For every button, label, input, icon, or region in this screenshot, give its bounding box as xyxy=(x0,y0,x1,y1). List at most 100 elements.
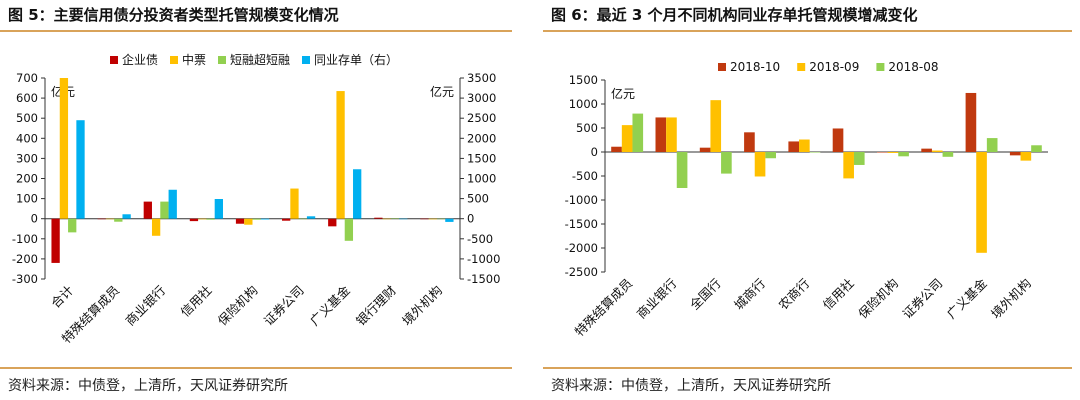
bar-保险机构-同业存单（右） xyxy=(260,218,270,220)
category-label: 农商行 xyxy=(775,276,812,313)
figure-6-title: 图 6：最近 3 个月不同机构同业存单托管规模增减变化 xyxy=(551,6,918,24)
bar-银行理财-同业存单（右） xyxy=(399,218,408,220)
bar-信用社-2018-08 xyxy=(853,152,865,165)
y2-tick-label: -1500 xyxy=(467,272,500,286)
y2-tick-label: -500 xyxy=(467,232,493,246)
y2-tick-label: 500 xyxy=(467,192,489,206)
bar-合计-中票 xyxy=(59,78,69,219)
figure-5-panel: 图 5：主要信用债分投资者类型托管规模变化情况 -300 -200 -100 0 100… xyxy=(0,0,520,400)
bar-城商行-2018-08 xyxy=(765,152,776,159)
bar-信用社-2018-09 xyxy=(843,152,854,179)
category-label: 广义基金 xyxy=(307,282,353,328)
category-label: 境外机构 xyxy=(399,283,445,329)
bar-特殊结算成员-企业债 xyxy=(97,218,106,220)
y2-tick-label: 1500 xyxy=(467,151,496,165)
figure-5-title: 图 5：主要信用债分投资者类型托管规模变化情况 xyxy=(8,6,339,24)
bar-信用社-中票 xyxy=(198,218,207,220)
legend-label: 2018-08 xyxy=(888,60,938,74)
figure-5-chart: -300-200-1000100200300400500600700亿元-150… xyxy=(12,52,501,346)
legend-swatch xyxy=(218,56,226,64)
bar-商业银行-同业存单（右） xyxy=(168,189,177,219)
legend-label: 2018-09 xyxy=(809,60,859,74)
bar-特殊结算成员-2018-08 xyxy=(632,113,644,152)
y-tick-label: 500 xyxy=(16,111,38,125)
legend-swatch xyxy=(110,56,118,64)
category-label: 境外机构 xyxy=(988,276,1034,322)
bar-全国行-2018-09 xyxy=(710,100,722,152)
bar-保险机构-中票 xyxy=(244,218,253,225)
legend-label: 2018-10 xyxy=(730,60,780,74)
legend-swatch xyxy=(718,63,726,71)
y-tick-label: 0 xyxy=(591,145,598,159)
bar-证券公司-企业债 xyxy=(282,218,291,221)
figure-5-top-rule xyxy=(0,30,512,32)
bar-广义基金-同业存单（右） xyxy=(353,169,362,219)
y-tick-label: -200 xyxy=(12,252,38,266)
bar-证券公司-2018-10 xyxy=(921,148,932,152)
bar-特殊结算成员-2018-09 xyxy=(621,125,633,152)
bar-全国行-2018-10 xyxy=(699,147,711,152)
bar-广义基金-2018-10 xyxy=(965,92,977,152)
y-tick-label: 1000 xyxy=(569,97,598,111)
bar-境外机构-企业债 xyxy=(420,218,429,220)
bar-商业银行-中票 xyxy=(151,218,161,236)
figure-5-bottom-rule xyxy=(0,367,512,369)
bar-广义基金-中票 xyxy=(336,91,345,219)
bar-农商行-2018-08 xyxy=(809,152,821,153)
y2-tick-label: 3000 xyxy=(467,91,496,105)
figure-6-bottom-rule xyxy=(543,367,1072,369)
figure-5-source: 资料来源：中债登，上清所，天风证券研究所 xyxy=(8,378,288,394)
legend-swatch xyxy=(876,63,885,71)
y-unit-label: 亿元 xyxy=(611,86,635,101)
bar-商业银行-短融超短融 xyxy=(160,201,169,219)
y-tick-label: -1000 xyxy=(565,193,598,207)
bar-全国行-2018-08 xyxy=(721,152,732,174)
y-tick-label: 700 xyxy=(16,71,38,85)
category-label: 合计 xyxy=(48,283,76,311)
figure-6-chart: -2500 -2000 -1500 -1000 -500 0 500 1000 1500 亿元特殊… xyxy=(565,60,1048,339)
legend-label: 短融超短融 xyxy=(230,52,290,67)
bar-境外机构-中票 xyxy=(428,218,437,220)
bar-城商行-2018-09 xyxy=(754,152,766,177)
y-tick-label: 1500 xyxy=(569,73,598,87)
y2-tick-label: 2000 xyxy=(467,131,496,145)
y2-tick-label: 1000 xyxy=(467,172,496,186)
legend-label: 同业存单（右） xyxy=(314,52,398,67)
y2-tick-label: -1000 xyxy=(467,252,500,266)
bar-保险机构-2018-09 xyxy=(887,152,899,153)
category-label: 银行理财 xyxy=(353,283,399,329)
bar-广义基金-企业债 xyxy=(328,218,337,227)
bar-商业银行-企业债 xyxy=(143,201,152,219)
bar-信用社-同业存单（右） xyxy=(214,199,223,219)
category-label: 广义基金 xyxy=(944,275,990,321)
bar-特殊结算成员-中票 xyxy=(105,218,115,220)
y-tick-label: 100 xyxy=(16,192,38,206)
bar-证券公司-短融超短融 xyxy=(298,218,307,220)
figure-6-top-rule xyxy=(543,30,1072,32)
y-tick-label: 300 xyxy=(16,151,38,165)
bar-特殊结算成员-同业存单（右） xyxy=(122,214,131,219)
bar-保险机构-企业债 xyxy=(235,218,245,224)
bar-境外机构-2018-09 xyxy=(1020,152,1032,161)
bar-广义基金-短融超短融 xyxy=(344,218,354,241)
y-tick-label: 500 xyxy=(576,121,598,135)
bar-农商行-2018-10 xyxy=(788,141,800,152)
category-label: 全国行 xyxy=(687,276,724,313)
bar-信用社-2018-10 xyxy=(832,128,844,152)
y-tick-label: 600 xyxy=(16,91,38,105)
y2-tick-label: 2500 xyxy=(467,111,496,125)
bar-银行理财-企业债 xyxy=(374,217,383,219)
bar-特殊结算成员-短融超短融 xyxy=(114,218,123,222)
bar-保险机构-2018-08 xyxy=(898,152,909,157)
category-label: 保险机构 xyxy=(855,276,901,322)
bar-特殊结算成员-2018-10 xyxy=(611,146,622,152)
y2-unit-label: 亿元 xyxy=(430,84,454,99)
bar-农商行-2018-09 xyxy=(799,139,810,152)
bar-保险机构-短融超短融 xyxy=(252,218,261,220)
figure-6-panel: 图 6：最近 3 个月不同机构同业存单托管规模增减变化 -2500 -2000 -1… xyxy=(543,0,1080,400)
category-label: 证券公司 xyxy=(261,283,307,329)
bar-境外机构-2018-08 xyxy=(1031,145,1042,152)
bar-商业银行-2018-09 xyxy=(666,117,677,152)
bar-证券公司-同业存单（右） xyxy=(306,216,316,219)
category-label: 信用社 xyxy=(177,283,214,320)
